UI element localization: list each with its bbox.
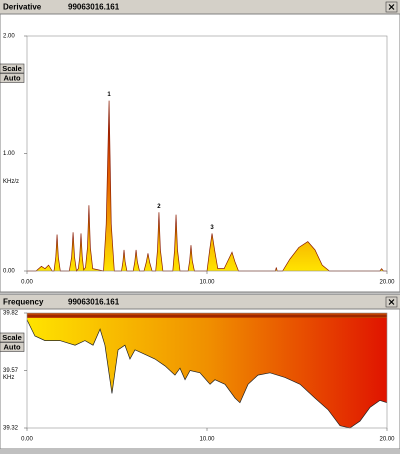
title-bar — [0, 295, 400, 309]
title-bar — [0, 0, 400, 14]
annotation: 2 — [157, 204, 161, 210]
button[interactable] — [0, 63, 25, 74]
y-tick-label: 39.57 — [3, 368, 19, 374]
button[interactable] — [0, 342, 25, 352]
button-label[interactable]: Auto — [3, 73, 20, 82]
area-line — [26, 319, 388, 429]
panel-subtitle: 99063016.161 — [68, 3, 120, 12]
y-tick-label: 0.00 — [3, 269, 15, 275]
annotation: 3 — [210, 225, 214, 231]
button[interactable] — [0, 332, 25, 343]
button-label[interactable]: Scale — [2, 333, 22, 342]
panel-title: Frequency — [3, 298, 44, 307]
panel-title: Derivative — [3, 3, 42, 12]
x-tick-label: 10.00 — [199, 280, 215, 286]
x-tick-label: 20.00 — [379, 437, 395, 443]
y-axis-label: KHz/z — [3, 179, 19, 185]
button-label[interactable]: Scale — [2, 64, 22, 73]
y-tick-label: 1.00 — [3, 151, 15, 157]
x-tick-label: 0.00 — [21, 437, 33, 443]
button-label[interactable]: Auto — [3, 342, 20, 351]
close-icon — [388, 299, 395, 305]
y-axis-label: KHz — [3, 375, 14, 381]
y-tick-label: 2.00 — [3, 34, 15, 40]
button[interactable] — [0, 73, 25, 83]
y-tick-label: 39.82 — [3, 311, 19, 317]
x-tick-label: 10.00 — [199, 437, 215, 443]
close-icon — [388, 4, 395, 10]
panel-subtitle: 99063016.161 — [68, 298, 120, 307]
panel — [0, 0, 400, 293]
annotation: 1 — [107, 92, 111, 98]
area-fill — [27, 313, 387, 428]
y-tick-label: 39.32 — [3, 426, 19, 432]
x-tick-label: 20.00 — [379, 280, 395, 286]
x-tick-label: 0.00 — [21, 280, 33, 286]
